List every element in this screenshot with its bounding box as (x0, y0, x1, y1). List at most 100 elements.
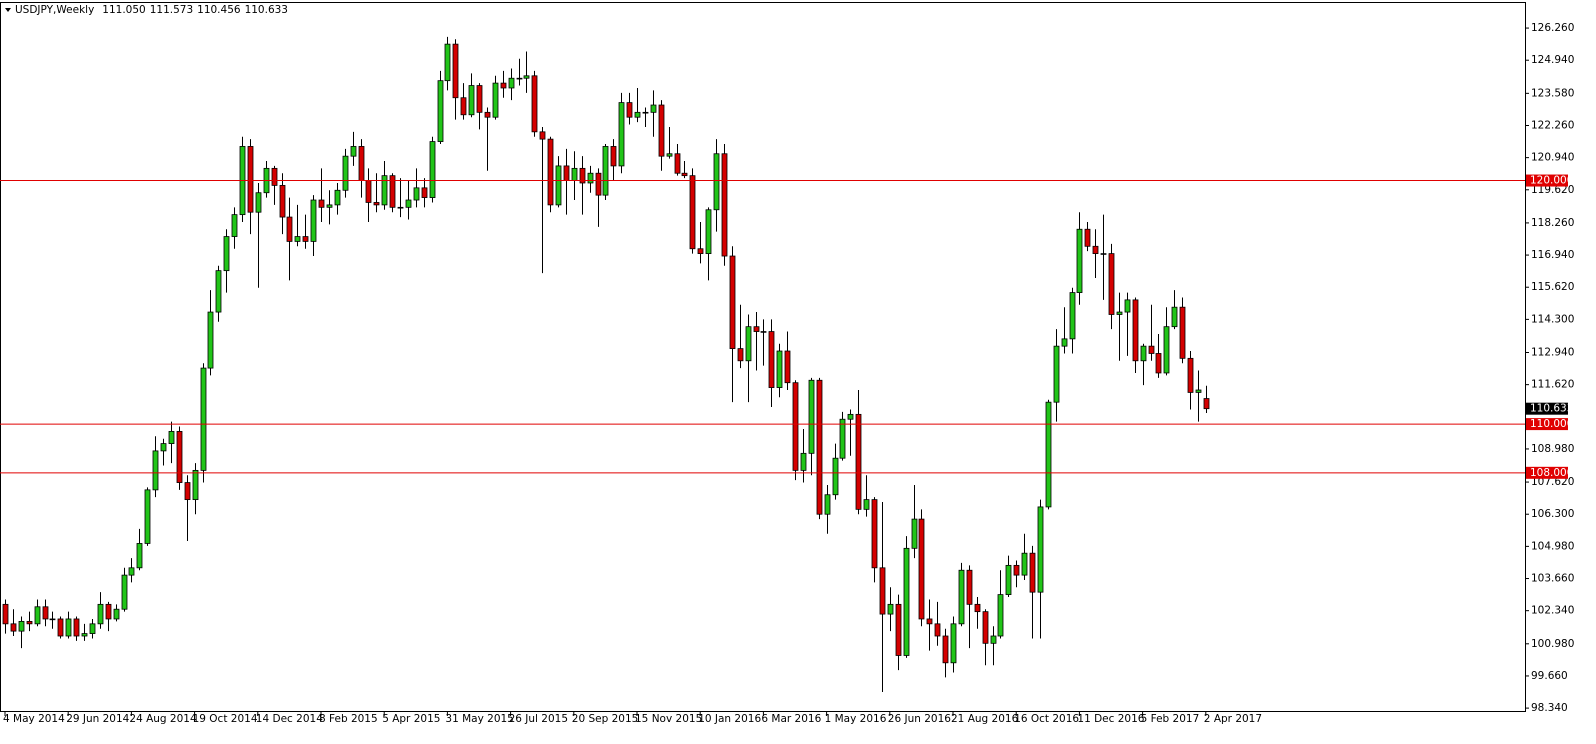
y-tick-label: 108.980 (1531, 443, 1574, 455)
candle-body (911, 518, 918, 549)
y-tick-label: 103.660 (1531, 573, 1574, 585)
candle-body (768, 331, 775, 388)
x-tick-label: 5 Feb 2017 (1141, 713, 1200, 725)
x-tick-label: 16 Oct 2016 (1014, 713, 1079, 725)
candle-body (1140, 345, 1147, 362)
candle-body (1013, 564, 1020, 576)
candle-body (784, 350, 791, 384)
candle-body (753, 326, 760, 332)
candle-body (982, 611, 989, 644)
y-tick-label: 116.940 (1531, 249, 1574, 261)
candle-body (405, 199, 412, 208)
candle-body (1029, 552, 1036, 593)
candle-body (389, 175, 396, 208)
candle-body (318, 199, 325, 208)
y-tick-label: 102.340 (1531, 605, 1574, 617)
candle-body (681, 172, 688, 177)
symbol-label: USDJPY,Weekly (15, 4, 94, 16)
candle-body (10, 623, 17, 632)
candle-body (871, 499, 878, 569)
menu-triangle[interactable] (5, 8, 11, 12)
candle-body (674, 153, 681, 174)
chart-header: USDJPY,Weekly 111.050 111.573 110.456 110.63… (15, 4, 288, 16)
ohlc-value: 110.633 (245, 4, 288, 16)
candle-body (1053, 345, 1060, 403)
candle-body (105, 603, 112, 620)
x-tick-label: 24 Aug 2014 (129, 713, 197, 725)
candle-body (271, 167, 278, 186)
candle-body (800, 452, 807, 471)
ohlc-value: 110.456 (197, 4, 241, 16)
candle-body (128, 567, 135, 576)
candle-body (144, 489, 151, 544)
candle-body (595, 172, 602, 196)
candle-body (476, 85, 483, 113)
plot-frame (0, 2, 1526, 712)
candle-body (863, 499, 870, 510)
candle-body (516, 77, 523, 80)
y-tick-label: 119.620 (1531, 184, 1574, 196)
candle-body (334, 189, 341, 206)
x-tick-label: 11 Dec 2016 (1077, 713, 1144, 725)
candle-body (136, 543, 143, 569)
candle-body (97, 603, 104, 625)
candle-body (18, 620, 25, 632)
y-tick-label: 120.940 (1531, 152, 1574, 164)
candle-body (1021, 552, 1028, 576)
candle-body (1116, 311, 1123, 315)
x-tick-label: 26 Jul 2015 (509, 713, 568, 725)
candle-body (121, 574, 128, 610)
candle-body (1108, 253, 1115, 315)
candle-body (113, 608, 120, 620)
candle-body (468, 85, 475, 116)
candle-body (57, 618, 64, 637)
x-tick-label: 21 Aug 2016 (951, 713, 1019, 725)
x-tick-label: 6 Mar 2016 (761, 713, 821, 725)
candle-body (650, 104, 657, 113)
candle-body (1132, 299, 1139, 362)
candle-body (231, 214, 238, 237)
candle-body (658, 104, 665, 157)
x-tick-label: 19 Oct 2014 (193, 713, 258, 725)
y-tick-label: 122.260 (1531, 119, 1574, 131)
candle-body (610, 146, 617, 167)
x-tick-label: 20 Sep 2015 (572, 713, 639, 725)
candle-body (776, 350, 783, 388)
candle-body (207, 311, 214, 369)
candle-body (879, 567, 886, 615)
candle-body (89, 623, 96, 634)
candle-body (326, 204, 333, 208)
candle-body (342, 155, 349, 191)
candle-body (721, 153, 728, 257)
candle-body (421, 187, 428, 198)
candle-body (484, 111, 491, 118)
candle-body (279, 185, 286, 218)
candle-body (1061, 338, 1068, 347)
candle-body (2, 603, 9, 625)
candle-body (247, 146, 254, 213)
candle-body (887, 603, 894, 615)
x-tick-label: 14 Dec 2014 (256, 713, 323, 725)
candle-body (294, 236, 301, 242)
candle-body (1163, 326, 1170, 374)
candle-body (1187, 357, 1194, 393)
candle-body (192, 469, 199, 501)
candle-body (310, 199, 317, 242)
candle-body (168, 431, 175, 444)
candle-body (816, 379, 823, 515)
candle-body (737, 348, 744, 362)
candle-body (350, 146, 357, 157)
candle-body (200, 367, 207, 471)
candle-body (1084, 228, 1091, 247)
candle-body (184, 482, 191, 501)
candle-body (34, 606, 41, 625)
candle-body (1195, 389, 1202, 393)
y-tick-label: 106.300 (1531, 508, 1574, 520)
candle-body (215, 270, 222, 313)
candle-body (997, 594, 1004, 637)
level-label-box (1526, 174, 1568, 187)
level-label-box (1526, 466, 1568, 479)
candle-body (903, 547, 910, 656)
level-label: 120.000 (1530, 175, 1573, 187)
